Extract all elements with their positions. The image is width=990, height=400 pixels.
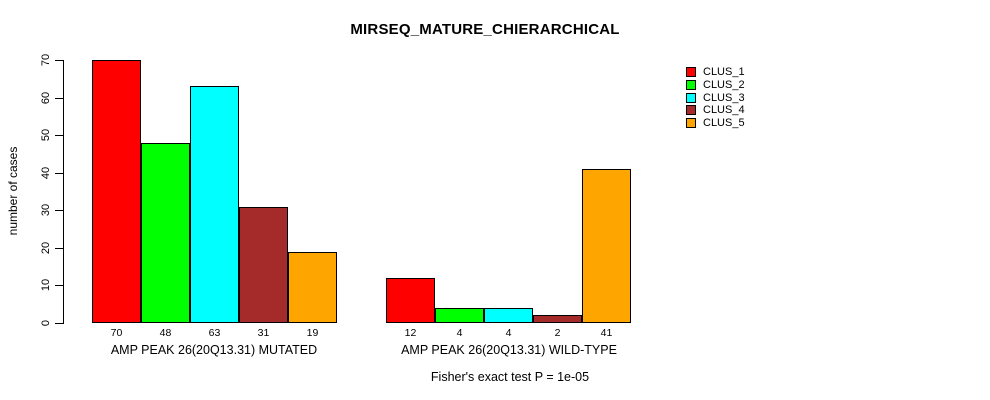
legend-label-clus_2: CLUS_2	[703, 79, 745, 91]
y-tick	[55, 285, 63, 286]
fisher-test-annotation: Fisher's exact test P = 1e-05	[430, 370, 590, 384]
bar-value-label: 12	[404, 327, 417, 339]
bar-value-label: 4	[505, 327, 512, 339]
y-tick-label: 30	[40, 204, 52, 217]
bar-clus_3	[484, 308, 533, 323]
group-label-wild-type: AMP PEAK 26(20Q13.31) WILD-TYPE	[401, 343, 617, 357]
y-tick	[55, 173, 63, 174]
legend-swatch-clus_1	[686, 67, 696, 77]
bar-clus_2	[141, 143, 190, 323]
legend-label-clus_4: CLUS_4	[703, 104, 745, 116]
chart-title: MIRSEQ_MATURE_CHIERARCHICAL	[350, 21, 620, 38]
y-tick	[55, 323, 63, 324]
y-tick-label: 50	[40, 129, 52, 142]
bar-clus_5	[288, 252, 337, 323]
bar-value-label: 41	[600, 327, 613, 339]
legend-swatch-clus_3	[686, 93, 696, 103]
bar-clus_4	[239, 207, 288, 323]
bar-clus_5	[582, 169, 631, 323]
bar-clus_2	[435, 308, 484, 323]
y-tick-label: 40	[40, 166, 52, 179]
y-axis-line	[63, 60, 64, 324]
y-tick	[55, 210, 63, 211]
group-label-mutated: AMP PEAK 26(20Q13.31) MUTATED	[110, 343, 318, 357]
bar-value-label: 70	[110, 327, 123, 339]
bar-value-label: 4	[456, 327, 463, 339]
bar-clus_4	[533, 315, 582, 323]
legend-swatch-clus_5	[686, 118, 696, 128]
bar-value-label: 48	[159, 327, 172, 339]
y-tick	[55, 248, 63, 249]
bar-value-label: 63	[208, 327, 221, 339]
legend-swatch-clus_2	[686, 80, 696, 90]
y-tick-label: 0	[40, 319, 52, 327]
y-tick	[55, 60, 63, 61]
y-tick-label: 20	[40, 241, 52, 254]
bar-value-label: 19	[306, 327, 319, 339]
y-tick-label: 70	[40, 53, 52, 67]
legend-swatch-clus_4	[686, 105, 696, 115]
bar-clus_1	[92, 60, 141, 323]
y-tick	[55, 135, 63, 136]
y-tick-label: 60	[40, 91, 52, 104]
legend-label-clus_1: CLUS_1	[703, 66, 745, 78]
bar-clus_3	[190, 86, 239, 323]
legend-label-clus_5: CLUS_5	[703, 117, 745, 129]
y-axis-label: number of cases	[6, 146, 20, 236]
bar-clus_1	[386, 278, 435, 323]
y-tick-label: 10	[40, 279, 52, 292]
bar-value-label: 2	[554, 327, 561, 339]
bar-value-label: 31	[257, 327, 270, 339]
y-tick	[55, 98, 63, 99]
legend-label-clus_3: CLUS_3	[703, 92, 745, 104]
